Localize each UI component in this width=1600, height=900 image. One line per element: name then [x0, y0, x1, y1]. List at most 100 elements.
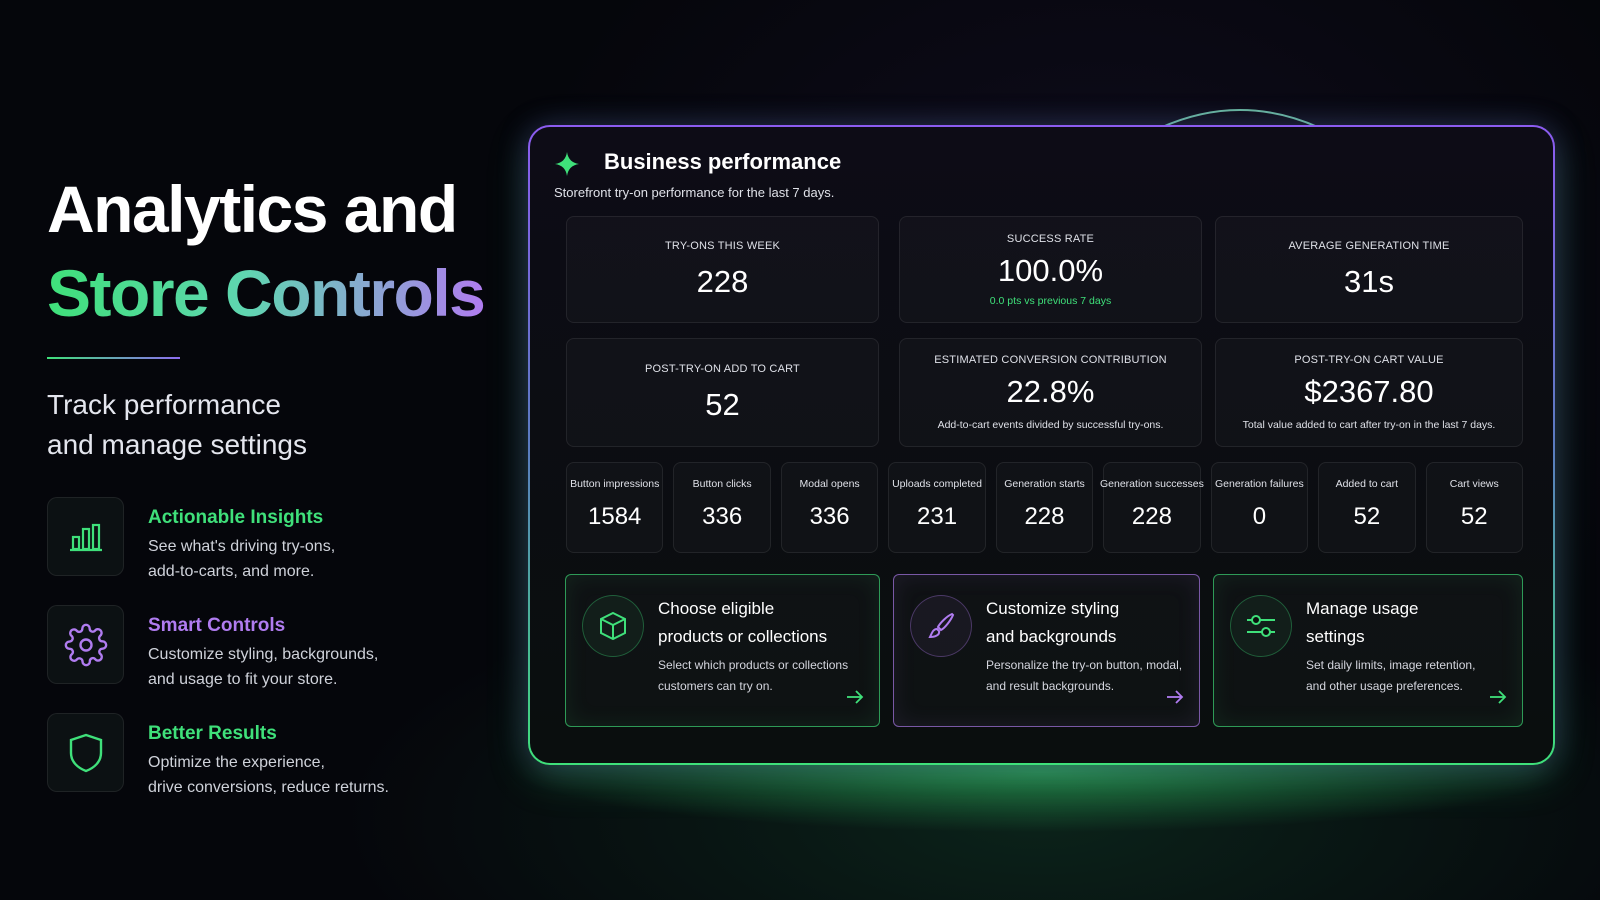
metric-card: Uploads completed 231 [888, 462, 986, 553]
action-description: Personalize the try-on button, modal, [986, 658, 1183, 672]
kpi-card: TRY-ONS THIS WEEK 228 [566, 216, 879, 323]
feature-description: drive conversions, reduce returns. [148, 779, 389, 796]
icon [1490, 690, 1507, 704]
kpi-label: ESTIMATED CONVERSION CONTRIBUTION [934, 354, 1167, 366]
action-description-block: Set daily limits, image retention, and ot… [1306, 655, 1475, 697]
action-arrow [1488, 689, 1508, 710]
metric-label: Button impressions [570, 478, 660, 490]
metric-value: 0 [1252, 503, 1267, 530]
action-title: products or collections [658, 627, 828, 646]
icon [600, 611, 626, 641]
icon-shape [1498, 690, 1507, 704]
action-card[interactable]: Choose eligible products or collections Se… [565, 574, 880, 727]
action-title-block: Manage usage settings [1306, 595, 1418, 651]
feature-description: and usage to fit your store. [148, 671, 338, 688]
metric-card: Added to cart 52 [1318, 462, 1416, 553]
icon-shape [600, 618, 626, 639]
kpi-value: 52 [705, 386, 740, 422]
feature-icon [47, 497, 124, 576]
metric-label: Modal opens [799, 478, 860, 490]
action-description: and other usage preferences. [1306, 679, 1463, 693]
metric-card: Button clicks 336 [673, 462, 771, 553]
icon [69, 523, 102, 551]
top-arc [1159, 109, 1321, 129]
sparkle-shape [555, 152, 579, 176]
action-title-block: Choose eligible products or collections [658, 595, 827, 651]
divider [47, 357, 180, 359]
action-title: and backgrounds [986, 627, 1117, 646]
metric-label: Cart views [1449, 478, 1499, 490]
icon-shape [69, 733, 102, 772]
kpi-note: Total value added to cart after try-on i… [1242, 419, 1496, 431]
icon-shape [91, 523, 100, 550]
kpi-card: ESTIMATED CONVERSION CONTRIBUTION 22.8% Ad… [899, 338, 1202, 447]
metric-card: Button impressions 1584 [566, 462, 664, 553]
icon [847, 690, 864, 704]
action-card[interactable]: Manage usage settings Set daily limits, im… [1213, 574, 1523, 727]
icon [1247, 615, 1275, 637]
action-icon [1230, 595, 1292, 657]
metric-value: 228 [1024, 503, 1065, 530]
metric-value: 1584 [588, 503, 642, 530]
hero-subtitle: Track performance [47, 389, 281, 420]
action-description: Set daily limits, image retention, [1306, 658, 1476, 672]
icon [64, 623, 107, 666]
kpi-value: 22.8% [1006, 374, 1095, 409]
metric-card: Generation successes 228 [1100, 462, 1204, 553]
hero-title-accent: Store Controls [47, 256, 486, 330]
metric-label: Added to cart [1335, 478, 1399, 490]
metric-card: Generation failures 0 [1210, 462, 1309, 553]
kpi-value: $2367.80 [1304, 374, 1434, 409]
action-description: customers can try on. [658, 679, 773, 693]
action-description-block: Select which products or collections cust… [658, 655, 848, 697]
dashboard-title: Business performance [604, 149, 842, 174]
icon-shape [78, 637, 93, 652]
kpi-label: AVERAGE GENERATION TIME [1288, 239, 1450, 252]
dashboard-panel: Business performance Storefront try-on p… [528, 125, 1555, 765]
kpi-note: 0.0 pts vs previous 7 days [989, 294, 1112, 307]
kpi-value: 100.0% [997, 252, 1104, 288]
kpi-card: SUCCESS RATE 100.0% 0.0 pts vs previous 7 … [899, 216, 1202, 323]
icon [1167, 690, 1184, 704]
action-title: settings [1306, 627, 1365, 646]
kpi-value: 31s [1344, 263, 1394, 299]
icon-shape [928, 627, 941, 639]
kpi-label: SUCCESS RATE [1006, 232, 1095, 245]
metric-label: Button clicks [692, 478, 752, 490]
icon-shape [1175, 690, 1184, 704]
sparkle-icon [555, 152, 579, 176]
kpi-card: AVERAGE GENERATION TIME 31s [1215, 216, 1523, 323]
arc-line [1159, 109, 1321, 129]
action-title: Manage usage [1306, 599, 1419, 618]
action-title: Customize styling [986, 599, 1120, 618]
action-description: Select which products or collections [658, 658, 849, 672]
feature-title: Actionable Insights [148, 507, 324, 528]
icon-shape [81, 527, 90, 550]
action-card[interactable]: Customize styling and backgrounds Personal… [893, 574, 1200, 727]
action-icon [910, 595, 972, 657]
icon [928, 612, 955, 639]
kpi-label: TRY-ONS THIS WEEK [664, 239, 781, 252]
icon-shape [71, 535, 80, 550]
icon-shape [855, 690, 864, 704]
metric-label: Generation starts [1004, 478, 1085, 490]
feature-description: add-to-carts, and more. [148, 563, 315, 580]
metric-value: 228 [1131, 503, 1172, 530]
icon-shape [1261, 627, 1271, 637]
action-title: Choose eligible [658, 599, 775, 618]
metric-value: 52 [1353, 503, 1381, 530]
feature-description: Optimize the experience, [148, 754, 325, 771]
kpi-card: POST-TRY-ON ADD TO CART 52 [566, 338, 879, 447]
metric-value: 231 [917, 503, 958, 530]
kpi-value: 228 [696, 263, 749, 299]
icon-shape [64, 623, 107, 666]
kpi-label: POST-TRY-ON CART VALUE [1294, 354, 1444, 366]
feature-title: Better Results [148, 723, 277, 744]
feature-icon [47, 713, 124, 792]
icon [69, 733, 102, 772]
metric-value: 52 [1460, 503, 1488, 530]
action-title-block: Customize styling and backgrounds [986, 595, 1119, 651]
kpi-label: POST-TRY-ON ADD TO CART [645, 362, 800, 375]
feature-description: Customize styling, backgrounds, [148, 646, 379, 663]
